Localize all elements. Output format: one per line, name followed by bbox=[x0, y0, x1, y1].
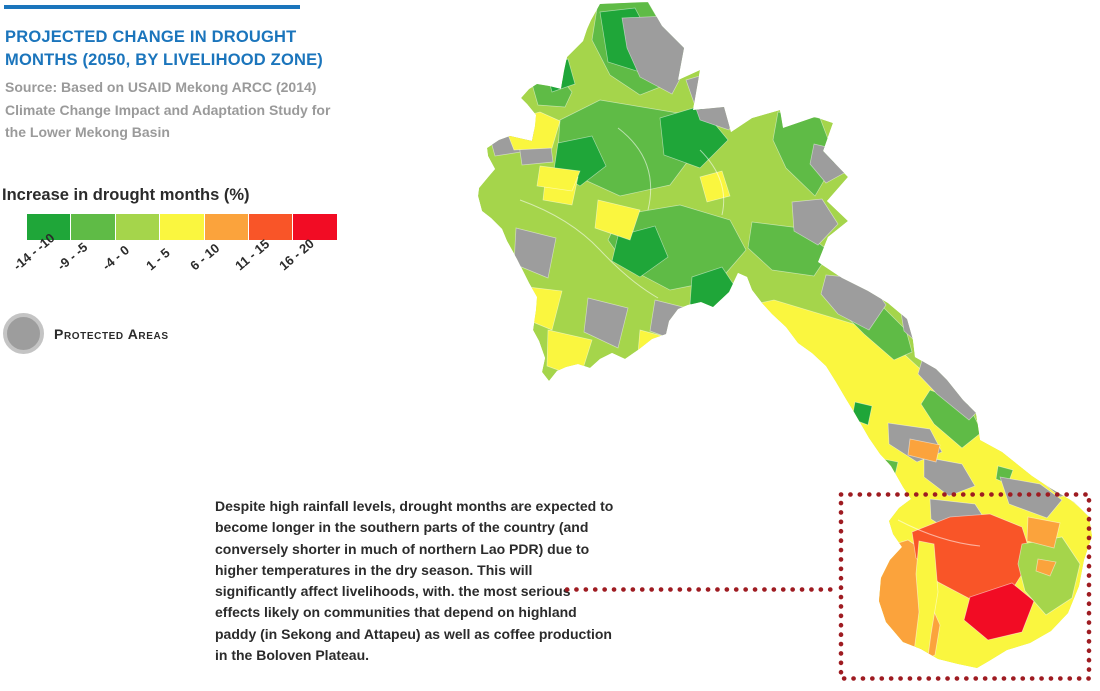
legend-swatch-3 bbox=[115, 214, 160, 240]
zone-patch bbox=[699, 170, 731, 203]
legend-swatch-2 bbox=[71, 214, 115, 240]
subzone-border-line bbox=[897, 519, 981, 547]
legend-swatch-5 bbox=[204, 214, 248, 240]
legend: Increase in drought months (%) -14 - -10… bbox=[0, 186, 360, 306]
protected-area-patch bbox=[999, 476, 1063, 519]
legend-swatch-1 bbox=[27, 214, 71, 240]
legend-swatch-row bbox=[27, 214, 338, 240]
callout bbox=[564, 492, 1092, 681]
zone-patch-orange-cell bbox=[1035, 558, 1057, 577]
subzone-border-line bbox=[617, 127, 652, 211]
zone-patch bbox=[696, 327, 732, 361]
annotation-text: Despite high rainfall levels, drought mo… bbox=[215, 498, 614, 664]
zone-patch bbox=[536, 165, 581, 192]
protected-areas-symbol bbox=[3, 313, 44, 354]
legend-title: Increase in drought months (%) bbox=[2, 186, 250, 204]
source-text: Source: Based on USAID Mekong ARCC (2014… bbox=[5, 79, 331, 140]
protected-areas-key: Protected Areas bbox=[3, 313, 169, 354]
protected-area-patch bbox=[791, 198, 839, 246]
protected-area-patch bbox=[649, 299, 696, 345]
zone-patch-red bbox=[963, 582, 1035, 641]
protected-area-patch bbox=[583, 297, 629, 349]
legend-swatch-6 bbox=[248, 214, 293, 240]
zone-patch-orange-small bbox=[907, 438, 941, 463]
accent-rule bbox=[4, 5, 300, 9]
protected-area-patch bbox=[923, 456, 976, 497]
page-title: PROJECTED CHANGE IN DROUGHT MONTHS (2050… bbox=[5, 26, 365, 72]
legend-swatch-4 bbox=[160, 214, 204, 240]
zone-patch bbox=[502, 111, 561, 151]
page-title-line1: PROJECTED CHANGE IN DROUGHT bbox=[5, 28, 297, 46]
zone-patch bbox=[636, 329, 693, 383]
protected-areas-label: Protected Areas bbox=[54, 325, 169, 342]
zone-patch bbox=[851, 401, 873, 426]
protected-area-patch bbox=[513, 227, 557, 279]
callout-box bbox=[838, 492, 1092, 681]
protected-area-patch bbox=[865, 628, 891, 656]
zone-patch-orange-ne bbox=[1026, 516, 1061, 549]
zone-patch bbox=[594, 199, 641, 241]
zone-patch bbox=[875, 457, 899, 485]
subzone-border-line bbox=[519, 199, 659, 299]
legend-swatch-7 bbox=[293, 214, 337, 240]
subzone-border-line bbox=[699, 149, 725, 216]
page-title-line2: MONTHS (2050, BY LIVELIHOOD ZONE) bbox=[5, 51, 324, 69]
